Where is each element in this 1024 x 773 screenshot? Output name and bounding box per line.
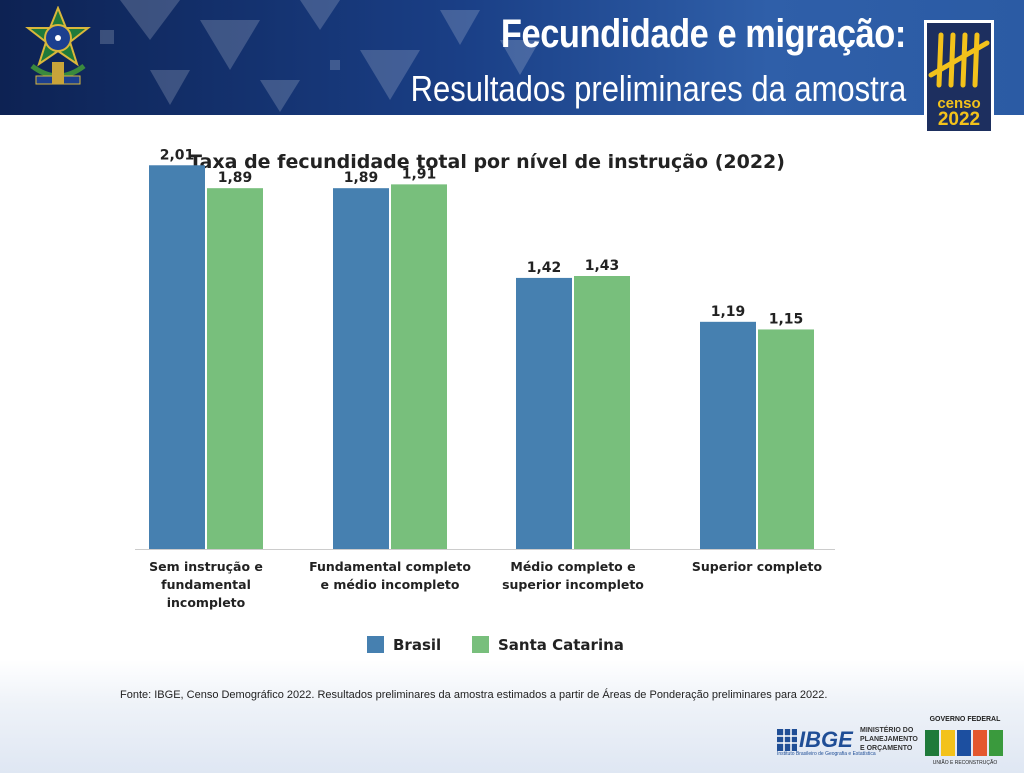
- gov-subtitle: UNIÃO E RECONSTRUÇÃO: [932, 760, 998, 766]
- bar-santa-catarina-2: [574, 276, 630, 549]
- data-label: 1,19: [711, 304, 746, 320]
- header-banner: Fecundidade e migração: Resultados preli…: [0, 0, 1024, 115]
- fertility-bar-chart: Taxa de fecundidade total por nível de i…: [135, 147, 835, 654]
- ministry-line: PLANEJAMENTO: [860, 736, 918, 743]
- x-tick-label: superior incompleto: [502, 577, 644, 592]
- source-note: Fonte: IBGE, Censo Demográfico 2022. Res…: [120, 689, 828, 701]
- legend-label: Brasil: [393, 636, 441, 654]
- ministry-line: E ORÇAMENTO: [860, 745, 913, 752]
- coat-of-arms-icon: [25, 6, 91, 85]
- chart-title: Taxa de fecundidade total por nível de i…: [189, 151, 785, 173]
- bar-brasil-1: [333, 188, 389, 549]
- censo-word: censo: [937, 95, 981, 112]
- x-tick-label: Sem instrução e: [149, 559, 263, 574]
- bar-brasil-0: [149, 165, 205, 550]
- ibge-grid-icon: [777, 729, 797, 751]
- data-label: 1,89: [218, 170, 253, 186]
- bar-santa-catarina-0: [207, 188, 263, 549]
- ibge-logo: IBGE Instituto Brasileiro de Geografia e…: [777, 727, 876, 759]
- data-label: 1,15: [769, 311, 804, 327]
- x-tick-label: Médio completo e: [510, 559, 635, 574]
- legend-swatch-brasil: [367, 636, 384, 653]
- x-tick-label: fundamental: [161, 577, 251, 592]
- x-tick-label: e médio incompleto: [321, 577, 460, 592]
- ministry-logo: MINISTÉRIO DO PLANEJAMENTO E ORÇAMENTO: [860, 726, 918, 753]
- bar-brasil-2: [516, 277, 572, 549]
- banner-pattern: [100, 0, 540, 112]
- bar-santa-catarina-1: [391, 184, 447, 549]
- data-label: 2,01: [160, 147, 195, 163]
- x-tick-label: Superior completo: [692, 559, 823, 574]
- page-subtitle: Resultados preliminares da amostra: [410, 68, 906, 109]
- footer-background: [0, 660, 1024, 773]
- censo-2022-logo: censo 2022: [924, 20, 994, 134]
- censo-year: 2022: [937, 109, 981, 130]
- x-tick-label: Fundamental completo: [309, 559, 471, 574]
- x-tick-label: incompleto: [167, 595, 246, 610]
- bar-santa-catarina-3: [758, 329, 814, 549]
- brasil-wordmark-icon: [925, 730, 1003, 756]
- ibge-wordmark: IBGE: [799, 727, 853, 752]
- data-label: 1,91: [402, 166, 437, 182]
- data-label: 1,43: [585, 258, 620, 274]
- data-label: 1,42: [527, 260, 562, 276]
- legend-label: Santa Catarina: [498, 636, 624, 654]
- ministry-line: MINISTÉRIO DO: [860, 727, 914, 734]
- tally-marks-icon: [928, 32, 990, 88]
- legend-swatch-santa-catarina: [472, 636, 489, 653]
- bar-brasil-3: [700, 321, 756, 549]
- ibge-subtitle: Instituto Brasileiro de Geografia e Esta…: [777, 751, 876, 757]
- data-label: 1,89: [344, 170, 379, 186]
- gov-title: GOVERNO FEDERAL: [929, 716, 1001, 723]
- governo-federal-logo: GOVERNO FEDERAL UNIÃO E RECONSTRUÇÃO: [925, 716, 1005, 768]
- page-title: Fecundidade e migração:: [501, 12, 906, 56]
